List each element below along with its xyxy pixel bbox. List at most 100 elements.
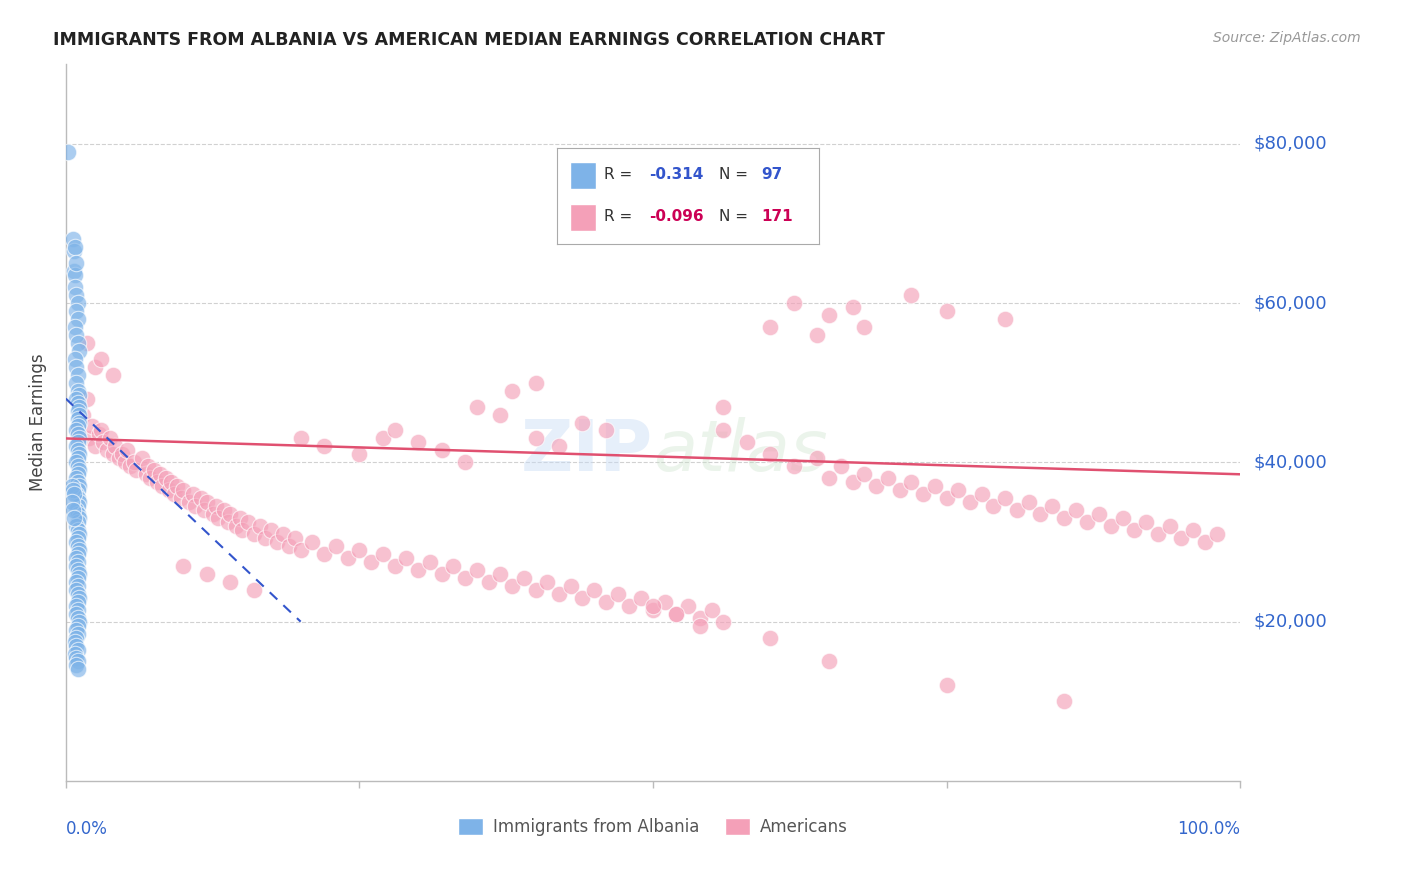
Point	[60, 479, 83, 493]
Point	[142, 463, 165, 477]
Point	[841, 475, 863, 490]
Point	[406, 563, 429, 577]
Point	[101, 447, 124, 461]
Point	[1018, 495, 1040, 509]
Point	[63, 351, 86, 366]
Point	[60, 495, 83, 509]
Point	[66, 443, 89, 458]
Point	[818, 471, 841, 485]
Point	[65, 639, 87, 653]
Point	[301, 535, 323, 549]
Point	[135, 467, 157, 482]
Point	[619, 599, 641, 613]
Point	[994, 312, 1017, 326]
Point	[583, 582, 606, 597]
Point	[67, 416, 90, 430]
Point	[56, 145, 79, 159]
Point	[65, 558, 87, 573]
Point	[1111, 511, 1133, 525]
Point	[66, 491, 89, 506]
Point	[713, 424, 735, 438]
Point	[641, 599, 664, 613]
Point	[66, 603, 89, 617]
Y-axis label: Median Earnings: Median Earnings	[30, 354, 46, 491]
Point	[806, 451, 828, 466]
Point	[371, 547, 394, 561]
Point	[190, 491, 212, 506]
Point	[172, 558, 194, 573]
Point	[65, 535, 87, 549]
Point	[66, 563, 89, 577]
Point	[236, 515, 259, 529]
Point	[713, 400, 735, 414]
Point	[193, 503, 215, 517]
Point	[231, 523, 253, 537]
Point	[66, 663, 89, 677]
Point	[66, 655, 89, 669]
Point	[84, 439, 107, 453]
Point	[66, 403, 89, 417]
Text: 100.0%: 100.0%	[1177, 821, 1240, 838]
Point	[325, 539, 347, 553]
Text: N =: N =	[720, 167, 754, 182]
Text: atlas: atlas	[652, 417, 828, 485]
Point	[818, 308, 841, 322]
Point	[865, 479, 887, 493]
Point	[1205, 527, 1227, 541]
Point	[713, 615, 735, 629]
Point	[1099, 519, 1122, 533]
Point	[66, 579, 89, 593]
Point	[314, 439, 336, 453]
Point	[1159, 519, 1181, 533]
Point	[65, 650, 87, 665]
Point	[384, 558, 406, 573]
Point	[65, 503, 87, 517]
Point	[1064, 503, 1087, 517]
FancyBboxPatch shape	[571, 161, 596, 188]
Point	[79, 432, 101, 446]
Point	[571, 591, 593, 605]
Point	[314, 547, 336, 561]
Point	[266, 535, 288, 549]
Text: 171: 171	[761, 209, 793, 224]
Point	[430, 443, 453, 458]
Point	[524, 376, 547, 390]
Point	[260, 523, 283, 537]
Point	[66, 395, 89, 409]
Point	[66, 459, 89, 474]
Point	[84, 359, 107, 374]
Point	[689, 610, 711, 624]
Point	[67, 387, 90, 401]
Point	[66, 368, 89, 382]
Point	[67, 400, 90, 414]
Text: Source: ZipAtlas.com: Source: ZipAtlas.com	[1213, 31, 1361, 45]
Point	[155, 471, 177, 485]
Text: 97: 97	[761, 167, 782, 182]
Point	[219, 574, 242, 589]
Point	[195, 566, 218, 581]
Point	[228, 511, 250, 525]
Point	[242, 527, 264, 541]
Point	[284, 531, 307, 545]
Point	[65, 487, 87, 501]
Point	[63, 487, 86, 501]
Point	[63, 280, 86, 294]
Point	[924, 479, 946, 493]
Point	[66, 451, 89, 466]
FancyBboxPatch shape	[571, 204, 596, 231]
Point	[548, 439, 571, 453]
Point	[65, 439, 87, 453]
Point	[1135, 515, 1157, 529]
Point	[66, 435, 89, 450]
Point	[66, 539, 89, 553]
Point	[689, 618, 711, 632]
Point	[700, 603, 723, 617]
Point	[66, 475, 89, 490]
Text: N =: N =	[720, 209, 754, 224]
Point	[225, 519, 247, 533]
Text: IMMIGRANTS FROM ALBANIA VS AMERICAN MEDIAN EARNINGS CORRELATION CHART: IMMIGRANTS FROM ALBANIA VS AMERICAN MEDI…	[53, 31, 886, 49]
Point	[66, 515, 89, 529]
Point	[66, 571, 89, 585]
Point	[201, 507, 224, 521]
Point	[1170, 531, 1192, 545]
